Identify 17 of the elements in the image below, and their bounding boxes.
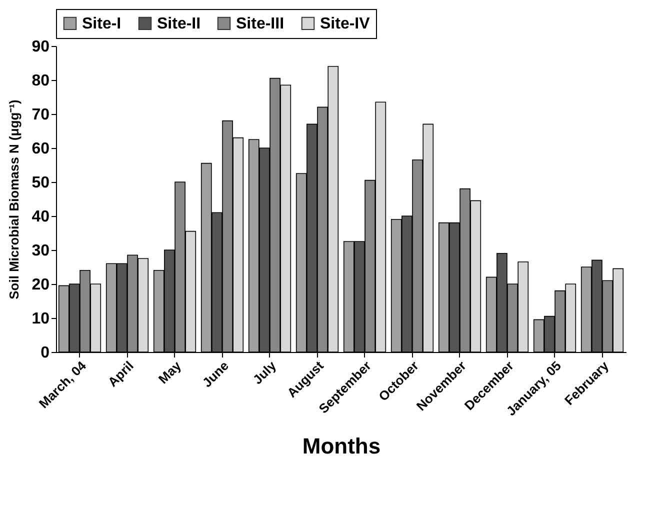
legend-label: Site-IV	[320, 15, 370, 32]
y-tick-label: 40	[32, 208, 50, 226]
y-tick-label: 70	[32, 106, 50, 124]
y-tick-label: 80	[32, 72, 50, 90]
y-tick-label: 60	[32, 140, 50, 158]
legend-label: Site-I	[82, 15, 122, 32]
x-tick-label: May	[155, 358, 184, 387]
y-tick-label: 50	[32, 174, 50, 192]
y-tick-label: 90	[32, 38, 50, 56]
legend-label: Site-II	[157, 15, 201, 32]
y-tick-label: 0	[40, 344, 50, 362]
y-tick-label: 30	[32, 242, 50, 260]
y-tick-label: 20	[32, 276, 50, 294]
legend-label: Site-III	[236, 15, 284, 32]
y-axis-title: Soil Microbial Biomass N (μgg⁻¹)	[6, 100, 22, 300]
y-tick-label: 10	[32, 310, 50, 328]
x-axis-title: Months	[302, 434, 381, 459]
